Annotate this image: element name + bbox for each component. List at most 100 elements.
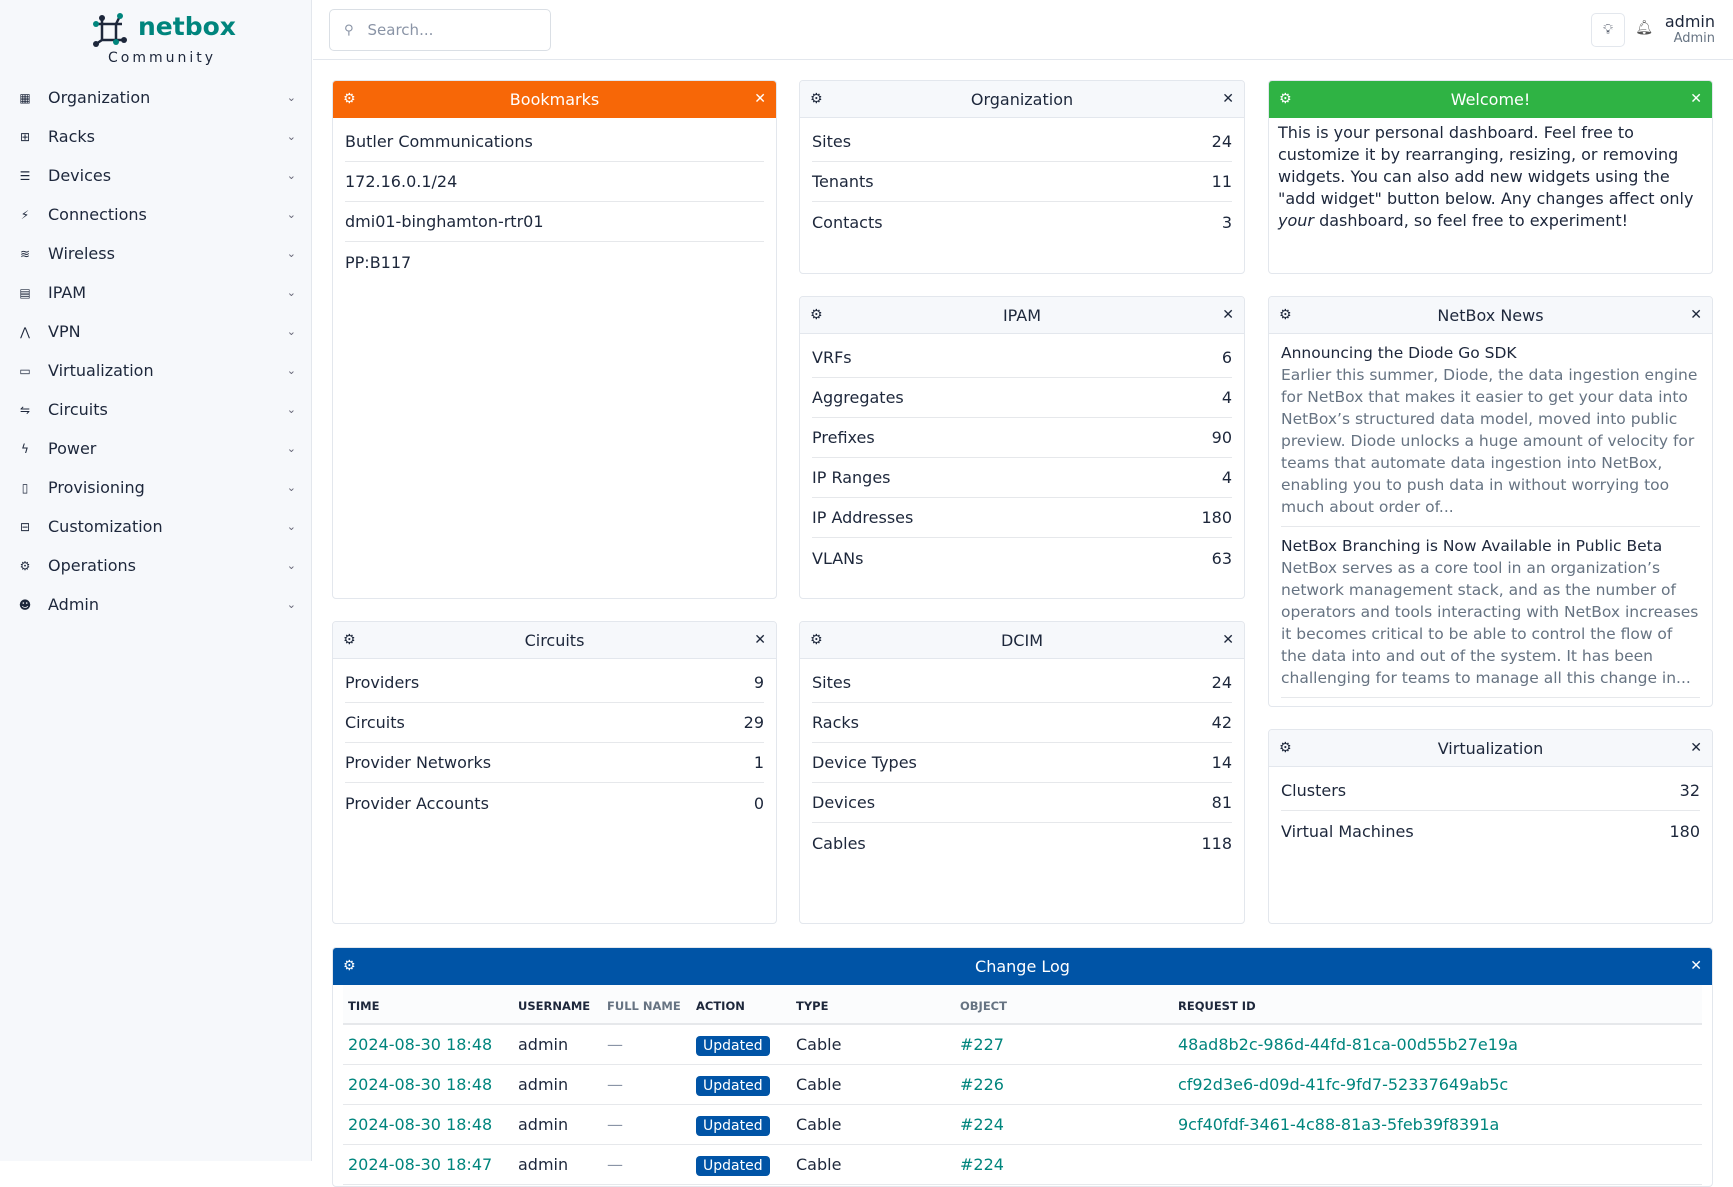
bookmark-item[interactable]: PP:B117 xyxy=(345,242,764,282)
cell-request-id: 9cf40fdf-3461-4c88-81a3-5feb39f8391a xyxy=(1173,1104,1702,1145)
cell-link[interactable]: 2024-08-30 18:47 xyxy=(348,1154,493,1174)
sidebar-item-vpn[interactable]: ⋀ VPN ⌄ xyxy=(0,312,312,351)
gear-icon[interactable]: ⚙ xyxy=(1279,307,1292,323)
stat-row[interactable]: Provider Networks 1 xyxy=(345,743,764,783)
cell-type: Cable xyxy=(791,1064,955,1105)
column-header-type[interactable]: TYPE xyxy=(791,985,955,1025)
table-row: 2024-08-30 18:48 admin — Updated Cable #226 cf… xyxy=(343,1064,1702,1105)
cell-text: — xyxy=(607,1074,623,1094)
column-header-object[interactable]: OBJECT xyxy=(955,985,1173,1025)
bookmark-item[interactable]: dmi01-binghamton-rtr01 xyxy=(345,202,764,242)
close-icon[interactable]: ✕ xyxy=(1222,91,1234,107)
stat-label: Clusters xyxy=(1281,781,1347,800)
user-menu[interactable]: admin Admin xyxy=(1665,12,1715,46)
sidebar-item-virtualization[interactable]: ▭ Virtualization ⌄ xyxy=(0,351,312,390)
column-header-time[interactable]: TIME xyxy=(343,985,513,1025)
cell-link[interactable]: #226 xyxy=(960,1074,1004,1094)
close-icon[interactable]: ✕ xyxy=(1690,307,1702,323)
close-icon[interactable]: ✕ xyxy=(1690,91,1702,107)
close-icon[interactable]: ✕ xyxy=(1690,740,1702,756)
stat-row[interactable]: Circuits 29 xyxy=(345,703,764,743)
wifi-icon: ≋ xyxy=(19,246,31,261)
sidebar-item-power[interactable]: ϟ Power ⌄ xyxy=(0,429,312,468)
column-header-action[interactable]: ACTION xyxy=(691,985,791,1025)
stat-row[interactable]: Sites 24 xyxy=(812,663,1232,703)
sidebar-item-ipam[interactable]: ▤ IPAM ⌄ xyxy=(0,273,312,312)
cell-link[interactable]: 2024-08-30 18:48 xyxy=(348,1074,493,1094)
cell-link[interactable]: 9cf40fdf-3461-4c88-81a3-5feb39f8391a xyxy=(1178,1114,1500,1134)
sidebar-item-connections[interactable]: ⚡ Connections ⌄ xyxy=(0,195,312,234)
stat-row[interactable]: Providers 9 xyxy=(345,663,764,703)
sidebar-item-circuits[interactable]: ⇋ Circuits ⌄ xyxy=(0,390,312,429)
stat-row[interactable]: VRFs 6 xyxy=(812,338,1232,378)
netbox-logo[interactable]: netbox Community xyxy=(92,12,236,68)
close-icon[interactable]: ✕ xyxy=(1690,958,1702,974)
stat-row[interactable]: Virtual Machines 180 xyxy=(1281,811,1700,851)
stat-row[interactable]: IP Ranges 4 xyxy=(812,458,1232,498)
stat-row[interactable]: Contacts 3 xyxy=(812,202,1232,242)
close-icon[interactable]: ✕ xyxy=(1222,632,1234,648)
stat-row[interactable]: Sites 24 xyxy=(812,122,1232,162)
column-header-request-id[interactable]: REQUEST ID xyxy=(1173,985,1702,1025)
news-list[interactable]: Announcing the Diode Go SDK Earlier this … xyxy=(1269,334,1712,704)
stat-row[interactable]: Provider Accounts 0 xyxy=(345,783,764,823)
gear-icon[interactable]: ⚙ xyxy=(810,632,823,648)
gear-icon[interactable]: ⚙ xyxy=(343,958,356,974)
sidebar-item-admin[interactable]: ☻ Admin ⌄ xyxy=(0,585,312,624)
stat-row[interactable]: Cables 118 xyxy=(812,823,1232,863)
news-item[interactable]: Announcing the Diode Go SDK Earlier this … xyxy=(1281,342,1700,527)
search-input[interactable]: ⚲ Search... xyxy=(329,9,551,51)
close-icon[interactable]: ✕ xyxy=(1222,307,1234,323)
action-badge: Updated xyxy=(696,1155,770,1176)
bookmark-item[interactable]: 172.16.0.1/24 xyxy=(345,162,764,202)
sidebar-item-racks[interactable]: ⊞ Racks ⌄ xyxy=(0,117,312,156)
gear-icon[interactable]: ⚙ xyxy=(343,632,356,648)
cell-link[interactable]: #224 xyxy=(960,1154,1004,1174)
stat-count: 6 xyxy=(1221,348,1232,367)
stat-row[interactable]: Device Types 14 xyxy=(812,743,1232,783)
sidebar-item-organization[interactable]: ▦ Organization ⌄ xyxy=(0,78,312,117)
stat-row[interactable]: IP Addresses 180 xyxy=(812,498,1232,538)
stat-label: Prefixes xyxy=(812,428,875,447)
stat-count: 118 xyxy=(1201,833,1232,853)
cell-link[interactable]: #227 xyxy=(960,1034,1004,1054)
stat-row[interactable]: Racks 42 xyxy=(812,703,1232,743)
sidebar-item-label: Devices xyxy=(48,166,112,185)
cell-link[interactable]: 2024-08-30 18:48 xyxy=(348,1114,493,1134)
close-icon[interactable]: ✕ xyxy=(754,632,766,648)
cell-link[interactable]: cf92d3e6-d09d-41fc-9fd7-52337649ab5c xyxy=(1178,1074,1509,1094)
cell-object: #224 xyxy=(955,1104,1173,1145)
news-title: NetBox Branching is Now Available in Pub… xyxy=(1281,537,1663,555)
close-icon[interactable]: ✕ xyxy=(754,91,766,107)
stat-row[interactable]: Tenants 11 xyxy=(812,162,1232,202)
stat-row[interactable]: Clusters 32 xyxy=(1281,771,1700,811)
welcome-widget: ⚙ Welcome! ✕ This is your personal dashboa… xyxy=(1268,80,1713,274)
gear-icon[interactable]: ⚙ xyxy=(810,307,823,323)
bookmark-item[interactable]: Butler Communications xyxy=(345,122,764,162)
stat-row[interactable]: VLANs 63 xyxy=(812,538,1232,578)
gear-icon[interactable]: ⚙ xyxy=(1279,740,1292,756)
cell-link[interactable]: 2024-08-30 18:48 xyxy=(348,1034,493,1054)
sidebar-item-label: Circuits xyxy=(48,400,108,419)
notifications-bell-icon[interactable]: 🔔︎ xyxy=(1635,20,1653,36)
theme-toggle-button[interactable]: 💡︎ xyxy=(1591,13,1625,47)
sidebar-item-operations[interactable]: ⚙ Operations ⌄ xyxy=(0,546,312,585)
gear-icon[interactable]: ⚙ xyxy=(1279,91,1292,107)
stat-row[interactable]: Devices 81 xyxy=(812,783,1232,823)
sidebar-item-provisioning[interactable]: ▯ Provisioning ⌄ xyxy=(0,468,312,507)
sidebar-item-customization[interactable]: ⊟ Customization ⌄ xyxy=(0,507,312,546)
stat-count: 24 xyxy=(1211,673,1232,692)
gear-icon[interactable]: ⚙ xyxy=(810,91,823,107)
bookmark-label: Butler Communications xyxy=(345,132,533,151)
sidebar-item-wireless[interactable]: ≋ Wireless ⌄ xyxy=(0,234,312,273)
widget-header: ⚙ IPAM ✕ xyxy=(800,297,1244,334)
stat-row[interactable]: Aggregates 4 xyxy=(812,378,1232,418)
column-header-username[interactable]: USERNAME xyxy=(513,985,602,1025)
sidebar-item-devices[interactable]: ☰ Devices ⌄ xyxy=(0,156,312,195)
cell-link[interactable]: 48ad8b2c-986d-44fd-81ca-00d55b27e19a xyxy=(1178,1034,1518,1054)
gear-icon[interactable]: ⚙ xyxy=(343,91,356,107)
stat-row[interactable]: Prefixes 90 xyxy=(812,418,1232,458)
cell-link[interactable]: #224 xyxy=(960,1114,1004,1134)
column-header-full-name[interactable]: FULL NAME xyxy=(602,985,691,1025)
news-item[interactable]: NetBox Branching is Now Available in Pub… xyxy=(1281,535,1700,698)
